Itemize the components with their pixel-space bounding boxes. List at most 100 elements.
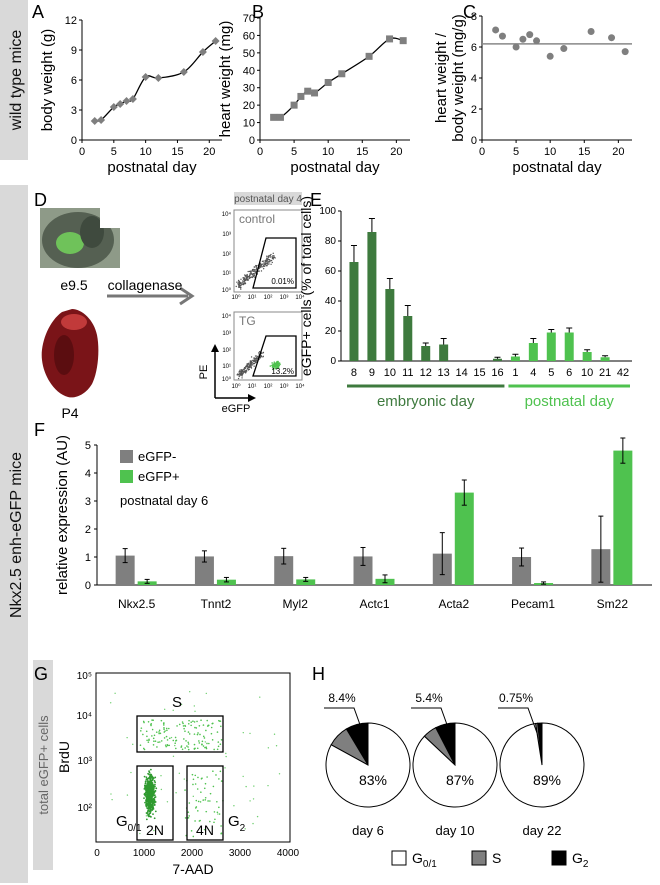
brdu-dot [218,806,220,809]
brdu-dot [220,825,222,827]
brdu-dot [152,806,155,809]
brdu-dot [168,727,170,730]
x-tick-label: 15 [171,146,183,158]
g-x-tick-0: 0 [94,848,100,859]
data-point [179,68,188,76]
g-x-tick-1000: 1000 [133,848,156,859]
y-tick-label: 2 [471,104,477,116]
facs-tick-x-0: 10⁰ [231,294,241,301]
facs-dot [243,371,246,373]
category-label: 13 [438,367,450,379]
facs-dot [262,351,265,354]
brdu-dot [213,821,215,824]
g2-label: G2 [228,813,246,834]
facs-dot [261,263,264,265]
facs-dot [244,372,247,374]
x-tick-label: 10 [140,146,152,158]
brdu-dot [145,795,148,798]
brdu-dot [158,732,160,735]
brdu-dot [188,815,190,817]
pie-day-label: day 6 [352,823,384,838]
g-y-tick-2: 10² [78,803,93,814]
data-point [546,52,554,60]
facs-tg-tick-y-2: 10² [222,348,231,354]
brdu-dot [149,786,152,789]
facs-tg-tick-x-0: 10⁰ [231,383,241,390]
facs-tg-tick-x-3: 10³ [280,384,289,390]
pie-day-label: day 22 [522,823,561,838]
panel-b-chart: 0 10 20 30 40 50 60 70 0 5 10 15 20 postnatal day hear… [217,13,410,176]
x-tick-label: 20 [612,146,624,158]
facs-tg-tick-x-2: 10² [264,384,273,390]
brdu-dot [192,778,195,781]
facs-dot [262,264,265,266]
facs-dot [254,358,257,360]
facs-dot [251,276,254,279]
brdu-dot [159,732,162,735]
g-y-tick-5: 10⁵ [77,671,92,682]
brdu-dot [206,776,208,778]
facs-dot [237,373,239,375]
data-point [128,95,137,103]
brdu-dot [213,811,216,813]
facs-dot [240,373,243,375]
brdu-dot [181,721,184,723]
brdu-dot [153,796,156,799]
brdu-dot [242,731,244,734]
brdu-dot [148,800,151,802]
tg-gate [252,335,297,377]
brdu-dot [198,742,201,744]
brdu-dot [194,783,197,785]
brdu-dot [147,802,150,805]
brdu-dot [206,742,208,745]
brdu-dot [149,812,151,815]
facs-dot [250,356,253,358]
bar [613,450,633,585]
brdu-dot [212,722,214,725]
brdu-dot [154,781,157,784]
brdu-dot [147,789,150,792]
facs-dot [271,366,274,368]
facs-dot [236,281,238,283]
brdu-dot [165,745,167,748]
data-point [608,34,616,42]
y-tick-label: 40 [243,65,255,77]
facs-dot [271,261,273,264]
x-axis-label: postnatal day [290,159,380,176]
category-label: 4 [530,367,536,379]
brdu-dot [148,784,150,787]
brdu-dot [209,792,212,795]
y-tick-label: 0 [85,580,91,592]
brdu-dot [187,743,190,745]
facs-dot [253,357,255,359]
gate-4n-label: 4N [196,822,214,838]
brdu-dot [202,799,205,801]
brdu-dot [145,802,148,804]
brdu-dot [142,733,144,736]
brdu-dot [187,746,189,748]
brdu-dot [216,800,218,803]
facs-dot [252,360,254,362]
x-tick-label: 5 [111,146,117,158]
brdu-dot [151,788,154,791]
brdu-dot [139,730,142,732]
facs-dot [247,270,249,273]
brdu-dot [164,708,166,711]
brdu-dot [153,780,156,782]
brdu-dot [151,801,154,803]
facs-dot [238,375,240,378]
brdu-dot [163,731,166,733]
brdu-dot [209,800,211,802]
category-label: 12 [420,367,432,379]
facs-dot [254,269,257,271]
facs-dot [273,255,275,257]
bar [367,232,377,361]
facs-dot [279,363,281,366]
brdu-dot [149,796,152,799]
facs-tg-tick-y-3: 10³ [222,331,231,337]
panel-g: S 2N 4N G0/1 G2 BrdU 7-AAD 10⁵ 10⁴ 10³ 1… [56,671,300,877]
y-tick-label: 0 [330,356,336,367]
brdu-dot [109,702,112,704]
legend-swatch [120,470,133,483]
facs-dot [250,361,252,363]
